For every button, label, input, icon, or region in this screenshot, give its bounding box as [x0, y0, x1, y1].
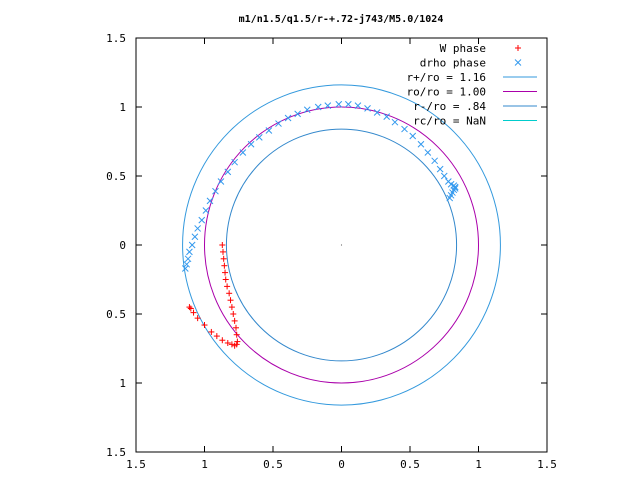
drho-phase-point: [440, 172, 448, 180]
drho-phase-point: [354, 102, 362, 109]
w-phase-point: [231, 317, 238, 324]
chart-title: m1/n1.5/q1.5/r-+.72-j743/M5.0/1024: [239, 13, 444, 25]
legend-label: drho phase: [420, 57, 486, 70]
drho-phase-point: [391, 118, 399, 126]
w-phase-point: [219, 337, 226, 344]
w-phase-point: [226, 290, 233, 297]
drho-phase-point: [314, 103, 322, 111]
w-phase-point: [230, 311, 237, 317]
drho-phase-point: [294, 110, 302, 118]
y-tick-label: 1.5: [106, 32, 126, 45]
drho-phase-point: [217, 178, 225, 185]
drho-phase-point: [401, 125, 408, 133]
axis-ticks: 1.5 1 0.5 0 0.5 1 1.51.510.500.511.5: [106, 32, 557, 471]
drho-phase-point: [364, 105, 371, 112]
w-phase-point: [219, 248, 226, 255]
circle-line: [225, 128, 458, 362]
circle-line: [182, 84, 501, 406]
drho-phase-point: [255, 134, 263, 141]
drho-phase-point: [431, 157, 439, 165]
drho-phase-point: [186, 248, 193, 256]
x-tick-label: 1.5: [537, 458, 557, 471]
w-phase-point: [222, 276, 229, 283]
y-tick-label: 1: [119, 377, 126, 390]
legend-symbol: [514, 59, 522, 66]
drho-phase-point: [206, 197, 214, 205]
y-tick-label: 1: [119, 101, 126, 114]
series-layer: [181, 84, 501, 406]
x-tick-label: 0.5: [263, 458, 283, 471]
w-phase-point: [220, 255, 227, 262]
drho-phase-point: [335, 100, 343, 108]
x-tick-label: 0.5: [400, 458, 420, 471]
legend-label: ro/ro = 1.00: [407, 86, 486, 99]
legend-label: r+/ro = 1.16: [407, 71, 486, 84]
drho-phase-point: [383, 113, 391, 121]
x-tick-label: 1.5: [126, 458, 146, 471]
drho-phase-point: [275, 120, 282, 127]
drho-phase-point: [324, 102, 332, 109]
drho-phase-point: [239, 149, 247, 156]
w-phase-point: [224, 283, 231, 290]
drho-phase-point: [194, 225, 202, 232]
w-phase-point: [233, 331, 240, 338]
drho-phase-point: [224, 168, 232, 176]
w-phase-point: [190, 309, 197, 316]
drho-phase-point: [373, 109, 381, 116]
drho-phase-point: [446, 194, 454, 202]
w-phase-point: [233, 324, 240, 331]
legend-label: W phase: [440, 42, 486, 55]
drho-phase-point: [303, 106, 311, 114]
x-tick-label: 1: [201, 458, 208, 471]
drho-phase-point: [188, 241, 196, 249]
y-tick-label: 0.5: [106, 170, 126, 183]
w-phase-point: [187, 305, 194, 312]
w-phase-point: [231, 342, 238, 349]
drho-phase-point: [265, 127, 273, 134]
w-phase-point: [201, 322, 208, 329]
w-phase-point: [221, 262, 228, 269]
w-phase-point: [227, 297, 234, 304]
w-phase-point: [224, 339, 231, 346]
drho-phase-point: [184, 255, 192, 263]
drho-phase-point: [247, 140, 255, 148]
drho-phase-point: [202, 207, 210, 214]
drho-phase-point: [212, 187, 219, 195]
w-phase-point: [234, 338, 241, 345]
w-phase-point: [222, 269, 229, 276]
origin-dot: [340, 244, 343, 246]
drho-phase-point: [436, 165, 444, 173]
x-tick-label: 0: [338, 458, 345, 471]
w-phase-point: [228, 341, 235, 348]
drho-phase-point: [424, 149, 432, 156]
x-tick-label: 1: [475, 458, 482, 471]
legend-label: r-/ro = .84: [413, 100, 486, 113]
y-tick-label: 0.5: [106, 308, 126, 321]
w-phase-point: [186, 304, 193, 311]
drho-phase-point: [181, 265, 189, 272]
w-phase-point: [213, 333, 220, 340]
w-phase-point: [194, 315, 201, 322]
y-tick-label: 0: [119, 239, 126, 252]
drho-phase-point: [409, 132, 417, 140]
w-phase-point: [208, 328, 215, 335]
drho-phase-point: [344, 100, 352, 108]
drho-phase-point: [284, 114, 292, 122]
legend-label: rc/ro = NaN: [413, 115, 486, 128]
drho-phase-point: [191, 233, 199, 241]
y-tick-label: 1.5: [106, 446, 126, 459]
drho-phase-point: [417, 140, 425, 148]
drho-phase-point: [183, 260, 191, 268]
drho-phase-point: [198, 216, 206, 224]
w-phase-point: [228, 304, 235, 311]
drho-phase-point: [231, 158, 238, 166]
w-phase-point: [219, 242, 226, 248]
legend-symbol: [515, 45, 521, 51]
